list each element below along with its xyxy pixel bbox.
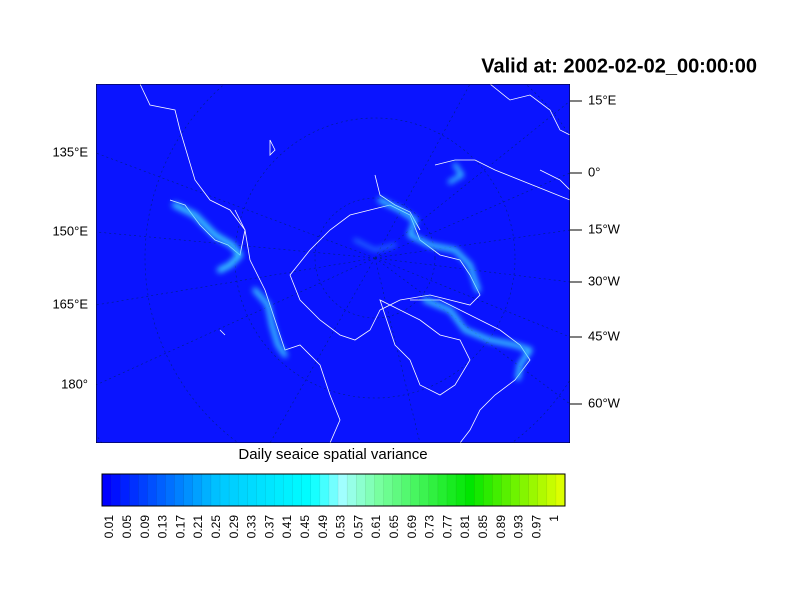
colorbar-box: [237, 473, 248, 507]
colorbar-tick-label: 0.17: [173, 515, 187, 539]
lon-label: 150°E: [52, 223, 88, 238]
colorbar-frame: [101, 473, 566, 507]
colorbar-box: [228, 473, 239, 507]
colorbar-tick-label: 0.61: [369, 515, 383, 539]
colorbar-box: [201, 473, 212, 507]
colorbar-box: [337, 473, 348, 507]
colorbar-tick-label: 0.25: [209, 515, 223, 539]
colorbar-box: [510, 473, 521, 507]
colorbar-box: [156, 473, 167, 507]
colorbar-tick-label: 0.77: [440, 515, 454, 539]
lon-label: 0°: [588, 164, 600, 179]
colorbar-tick-label: 0.05: [120, 515, 134, 539]
colorbar-box: [355, 473, 366, 507]
colorbar-tick-label: 0.85: [476, 515, 490, 539]
colorbar-tick-label: 0.97: [529, 515, 543, 539]
colorbar-tick-label: 0.09: [138, 515, 152, 539]
colorbar-box: [138, 473, 148, 507]
colorbar-box: [392, 473, 403, 507]
colorbar-box: [292, 473, 303, 507]
colorbar-box: [428, 473, 439, 507]
colorbar-box: [265, 473, 275, 507]
colorbar-box: [410, 473, 421, 507]
lon-label: 30°W: [588, 273, 621, 288]
colorbar-box: [492, 473, 502, 507]
colorbar-box: [247, 473, 257, 507]
colorbar-box: [192, 473, 203, 507]
colorbar-tick-label: 0.57: [351, 515, 365, 539]
colorbar-tick-label: 0.89: [494, 515, 508, 539]
colorbar-tick-label: 1: [547, 515, 561, 522]
colorbar-box: [328, 473, 339, 507]
lon-label: 60°W: [588, 395, 621, 410]
colorbar-box: [210, 473, 221, 507]
colorbar-tick-label: 0.53: [334, 515, 348, 539]
colorbar-box: [310, 473, 321, 507]
left-labels: 135°E 150°E 165°E 180°: [52, 144, 88, 391]
lon-label: 15°W: [588, 221, 621, 236]
colorbar-box: [346, 473, 357, 507]
colorbar-box: [129, 473, 139, 507]
colorbar-box: [365, 473, 375, 507]
colorbar-box: [464, 473, 475, 507]
colorbar-box: [446, 473, 457, 507]
colorbar-box: [256, 473, 266, 507]
colorbar-box: [546, 473, 557, 507]
colorbar-tick-label: 0.81: [458, 515, 472, 539]
colorbar-tick-label: 0.01: [102, 515, 116, 539]
colorbar-box: [174, 473, 185, 507]
lon-label: 180°: [61, 376, 88, 391]
colorbar-tick-label: 0.29: [227, 515, 241, 539]
colorbar-label: Daily seaice spatial variance: [238, 446, 427, 463]
colorbar-box: [501, 473, 512, 507]
colorbar-box: [455, 473, 466, 507]
colorbar-tick-label: 0.65: [387, 515, 401, 539]
colorbar-box: [419, 473, 430, 507]
colorbar-box: [274, 473, 285, 507]
colorbar-box: [519, 473, 530, 507]
colorbar-box: [483, 473, 493, 507]
colorbar-box: [537, 473, 548, 507]
colorbar-box: [474, 473, 484, 507]
colorbar-box: [219, 473, 230, 507]
colorbar-box: [383, 473, 394, 507]
title: Valid at: 2002-02-02_00:00:00: [481, 55, 757, 77]
colorbar-box: [401, 473, 412, 507]
colorbar-box: [101, 473, 112, 507]
lon-label: 45°W: [588, 328, 621, 343]
colorbar-box: [437, 473, 448, 507]
ice-edge: [172, 163, 533, 381]
colorbar-box: [147, 473, 157, 507]
colorbar-tick-label: 0.33: [245, 515, 259, 539]
colorbar-box: [183, 473, 194, 507]
colorbar-tick-label: 0.49: [316, 515, 330, 539]
lon-label: 15°E: [588, 92, 617, 107]
colorbar-tick-label: 0.73: [423, 515, 437, 539]
colorbar-box: [110, 473, 121, 507]
colorbar-box: [319, 473, 330, 507]
colorbar-tick-label: 0.69: [405, 515, 419, 539]
colorbar-box: [283, 473, 294, 507]
colorbar-tick-label: 0.21: [191, 515, 205, 539]
colorbar-tick-label: 0.13: [156, 515, 170, 539]
colorbar-box: [528, 473, 539, 507]
colorbar-tick-label: 0.41: [280, 515, 294, 539]
lon-label: 165°E: [52, 296, 88, 311]
colorbar-box: [165, 473, 176, 507]
colorbar-tick-label: 0.93: [512, 515, 526, 539]
colorbar-box: [301, 473, 312, 507]
colorbar-box: [374, 473, 384, 507]
lon-label: 135°E: [52, 144, 88, 159]
colorbar-tick-label: 0.45: [298, 515, 312, 539]
colorbar-tick-label: 0.37: [262, 515, 276, 539]
map: [96, 84, 570, 443]
colorbar-box: [555, 473, 566, 507]
colorbar: 0.01 0.05 0.09 0.13 0.17 0.21 0.25 0.29 0.33 0.37…: [101, 473, 566, 539]
colorbar-box: [119, 473, 130, 507]
right-labels: 15°E 0° 15°W 30°W 45°W 60°W: [570, 92, 621, 410]
